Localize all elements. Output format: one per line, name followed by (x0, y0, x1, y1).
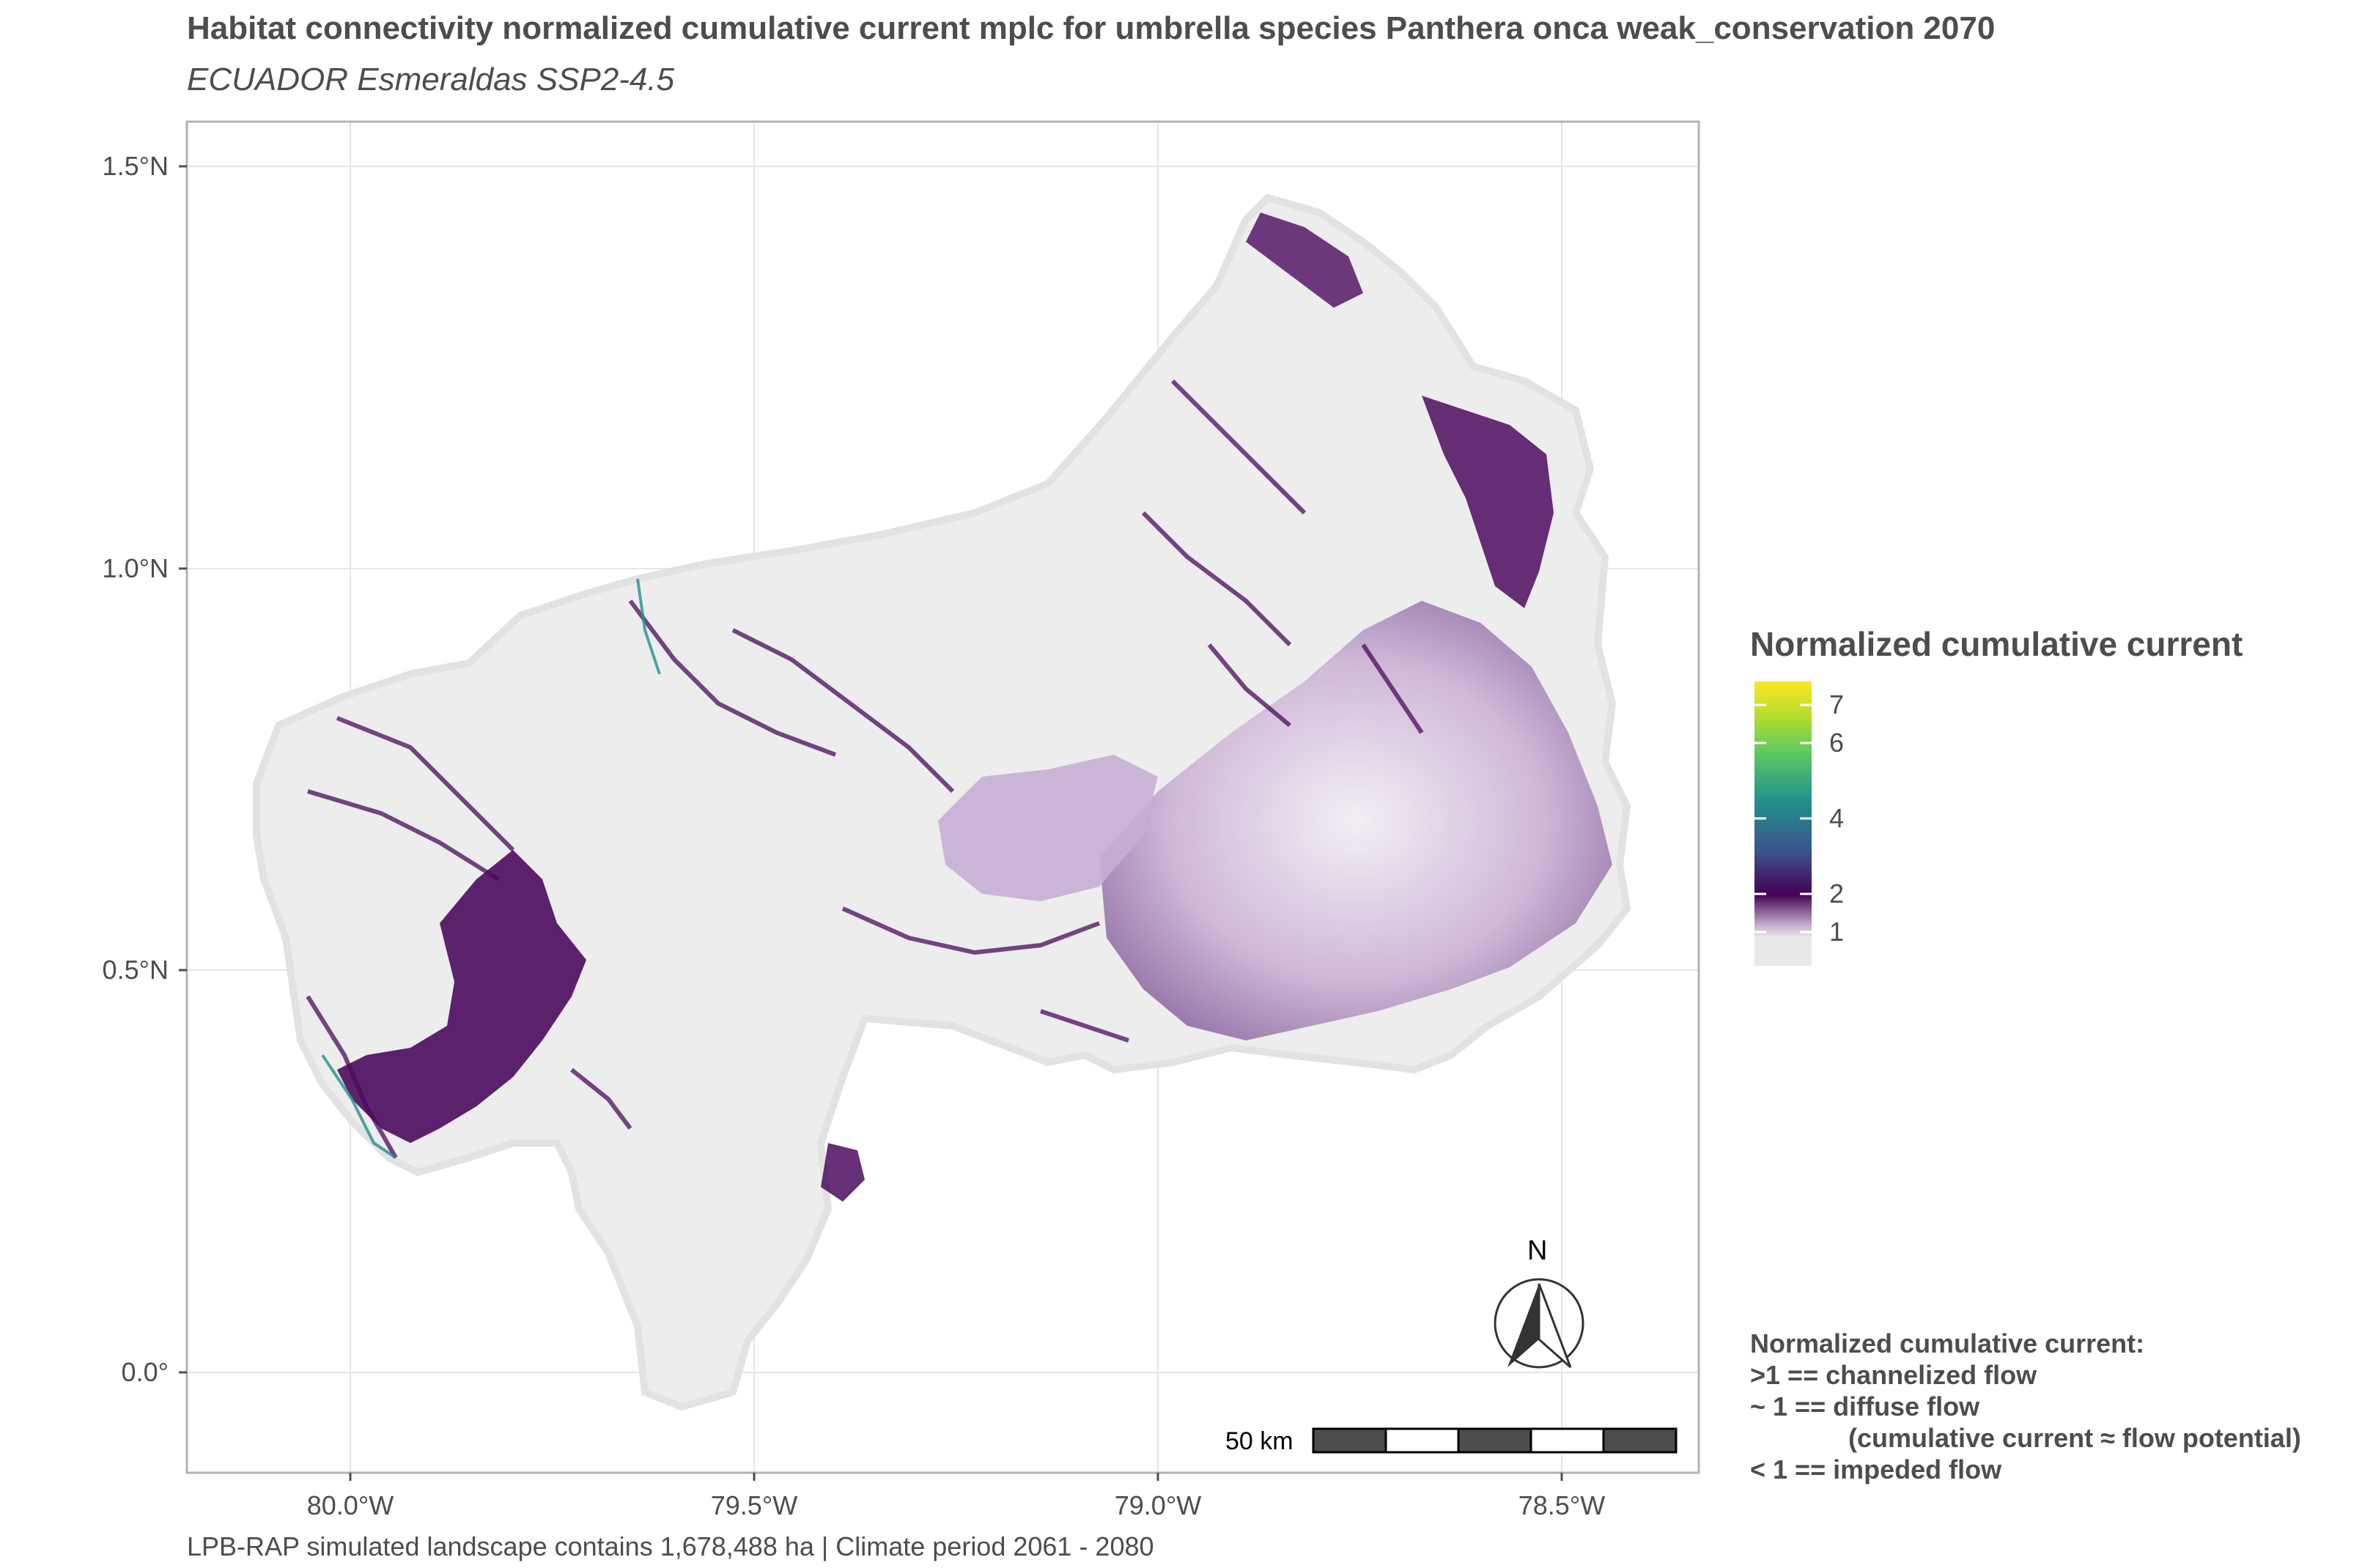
y-tick-label: 1.5°N (102, 151, 169, 181)
x-tick-label: 79.5°W (710, 1490, 798, 1520)
note-line: Normalized cumulative current: (1750, 1328, 2145, 1358)
legend-note: Normalized cumulative current: >1 == cha… (1750, 1328, 2301, 1485)
x-tick-label: 80.0°W (306, 1490, 394, 1520)
river-highlights (321, 578, 661, 1159)
legend-title: Normalized cumulative current (1750, 625, 2243, 663)
channelized-flow-south-patch (821, 1143, 865, 1202)
y-tick-label: 0.0° (121, 1357, 169, 1387)
legend-ticks (1754, 703, 1812, 933)
north-arrow-icon (1494, 1278, 1584, 1369)
map-title: Habitat connectivity normalized cumulati… (187, 10, 1996, 46)
axis-ticks (179, 165, 1563, 1481)
study-area-landmass (253, 193, 1631, 1411)
note-line: >1 == channelized flow (1750, 1360, 2037, 1390)
y-tick-label: 0.5°N (102, 955, 169, 985)
legend-tick-label: 1 (1829, 917, 1845, 947)
legend-colorbar (1754, 681, 1812, 966)
legend-tick-label: 4 (1829, 803, 1845, 833)
note-line: (cumulative current ≈ flow potential) (1848, 1423, 2301, 1453)
map-subtitle: ECUADOR Esmeraldas SSP2-4.5 (187, 62, 675, 97)
channel-network (306, 379, 1424, 1159)
legend-tick-label: 7 (1829, 689, 1845, 720)
legend-tick-label: 2 (1829, 879, 1845, 909)
diffuse-flow-zone-central (938, 755, 1158, 901)
legend-tick-label: 6 (1829, 728, 1845, 758)
channelized-flow-north (1246, 212, 1363, 308)
y-tick-label: 1.0°N (102, 553, 169, 583)
diffuse-flow-zone-east (1099, 601, 1612, 1040)
channelized-flow-northeast (1422, 396, 1554, 608)
note-line: < 1 == impeded flow (1750, 1454, 2002, 1484)
x-tick-label: 79.0°W (1114, 1490, 1202, 1520)
north-arrow-label: N (1527, 1235, 1548, 1266)
channelized-flow-southwest (337, 850, 586, 1143)
note-line: ~ 1 == diffuse flow (1750, 1391, 1980, 1421)
x-tick-label: 78.5°W (1518, 1490, 1606, 1520)
scale-bar (1312, 1427, 1678, 1454)
panel-border (185, 120, 1700, 1474)
map-caption: LPB-RAP simulated landscape contains 1,6… (187, 1531, 1154, 1561)
scale-bar-label: 50 km (1225, 1427, 1293, 1455)
